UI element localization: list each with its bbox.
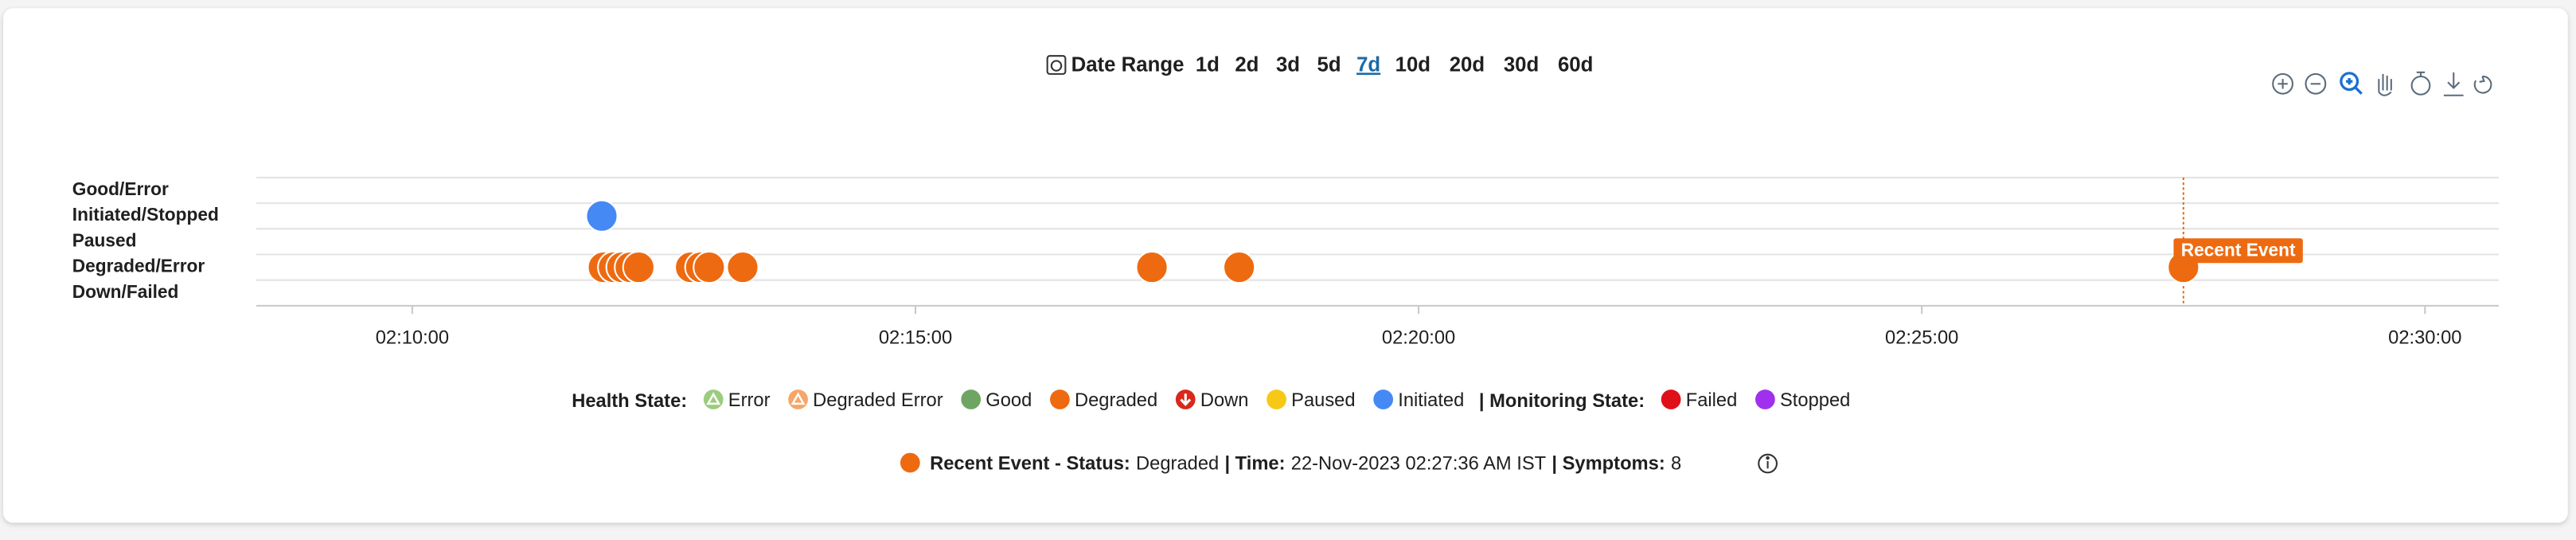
zoom-out-button[interactable] (2305, 72, 2327, 95)
legend-label[interactable]: Degraded (1075, 390, 1157, 411)
range-button[interactable]: 5d (1317, 53, 1341, 76)
status-dot (900, 452, 920, 473)
legend-label[interactable]: Initiated (1398, 390, 1464, 411)
annotation-box (2173, 238, 2303, 264)
event-point[interactable] (622, 250, 655, 284)
legend-label[interactable]: Degraded Error (813, 390, 943, 411)
zoom-in-button[interactable] (2272, 72, 2294, 95)
range-button[interactable]: 7d (1356, 53, 1380, 76)
legend-icon-disc (961, 389, 982, 409)
legend-label[interactable]: Down (1200, 390, 1249, 411)
x-tick-label: 02:20:00 (1382, 327, 1455, 348)
event-point[interactable] (1135, 250, 1169, 284)
annotation-label: Recent Event (2173, 238, 2303, 264)
event-point[interactable] (726, 250, 759, 284)
legend-label[interactable]: Failed (1686, 390, 1738, 411)
y-tick-label: Good/Error (72, 178, 169, 199)
legend-icon (961, 389, 982, 409)
legend-icon-disc (1050, 389, 1070, 409)
y-tick-label: Initiated/Stopped (72, 204, 219, 225)
legend-icon-disc (1661, 389, 1681, 409)
calendar-icon (1046, 55, 1067, 75)
status-text: 22-Nov-2023 02:27:36 AM IST (1291, 453, 1546, 474)
legend-icon-glyph (1180, 393, 1192, 406)
legend-icon (1373, 389, 1394, 409)
info-icon[interactable] (1758, 453, 1778, 474)
legend-icon (1175, 389, 1196, 409)
zoom-select-button[interactable] (2340, 72, 2363, 95)
legend-icon-disc (1267, 389, 1286, 409)
legend-heading: Health State: (572, 391, 687, 412)
card (3, 8, 2568, 523)
x-tick-label: 02:15:00 (879, 327, 952, 348)
event-point[interactable] (1223, 250, 1256, 284)
legend-label[interactable]: Paused (1291, 390, 1355, 411)
annotation-text: Recent Event (2181, 239, 2296, 260)
range-button[interactable]: 1d (1196, 53, 1220, 76)
legend-icon-disc (1373, 389, 1394, 409)
legend-icon (1267, 389, 1286, 409)
refresh-button[interactable] (2473, 75, 2492, 94)
reset-button[interactable] (2410, 71, 2431, 96)
legend-icon (1755, 389, 1775, 409)
x-tick-label: 02:30:00 (2388, 327, 2461, 348)
status-text: 8 (1671, 453, 1681, 474)
event-point[interactable] (585, 199, 619, 233)
toolbar (2272, 71, 2492, 96)
legend-icon (788, 389, 808, 409)
legend-icon (1050, 389, 1070, 409)
x-tick-label: 02:25:00 (1885, 327, 1958, 348)
pan-button[interactable] (2378, 73, 2392, 96)
y-tick-label: Paused (72, 229, 137, 250)
legend-icon-disc (1755, 389, 1775, 409)
status-text: Degraded (1136, 453, 1219, 474)
date-range-label: Date Range (1071, 53, 1185, 76)
legend-heading: | Monitoring State: (1479, 391, 1645, 412)
y-tick-label: Degraded/Error (72, 256, 205, 276)
range-button[interactable]: 60d (1558, 53, 1593, 76)
legend-label[interactable]: Stopped (1780, 390, 1850, 411)
event-point[interactable] (693, 250, 726, 284)
legend-label[interactable]: Error (728, 390, 771, 411)
range-button[interactable]: 2d (1235, 53, 1259, 76)
range-button[interactable]: 20d (1450, 53, 1485, 76)
legend-icon (703, 389, 724, 409)
range-button[interactable]: 30d (1504, 53, 1539, 76)
download-button[interactable] (2443, 72, 2464, 96)
legend-icon-glyph (706, 392, 721, 405)
status-text: Recent Event - Status: (930, 453, 1130, 474)
range-button[interactable]: 3d (1276, 53, 1300, 76)
status-text: | Time: (1224, 453, 1285, 474)
x-tick-label: 02:10:00 (376, 327, 449, 348)
legend-label[interactable]: Good (986, 390, 1032, 411)
y-tick-label: Down/Failed (72, 281, 179, 302)
legend-icon-glyph (790, 392, 806, 405)
status-text: | Symptoms: (1551, 453, 1665, 474)
range-button[interactable]: 10d (1395, 53, 1430, 76)
legend-icon (1661, 389, 1681, 409)
